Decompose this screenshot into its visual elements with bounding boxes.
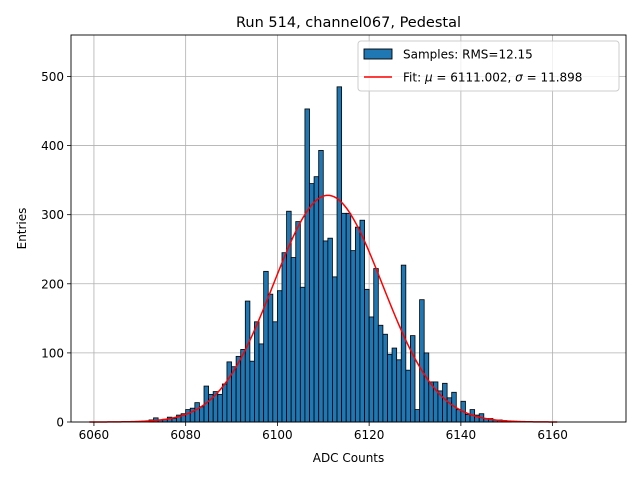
histogram-bar [414, 409, 420, 423]
histogram-bar [354, 226, 361, 423]
x-tick-label: 6060 [79, 428, 110, 442]
histogram-bar [290, 257, 297, 423]
histogram-bar [455, 409, 462, 423]
histogram-bar [442, 382, 448, 423]
y-tick-label: 400 [41, 139, 64, 153]
x-tick-label: 6160 [537, 428, 568, 442]
y-tick-label: 100 [41, 346, 64, 360]
histogram-bar [336, 86, 343, 423]
legend-sigma-value: = 11.898 [523, 71, 583, 85]
x-tick-label: 6140 [446, 428, 477, 442]
histogram-bar [263, 270, 269, 423]
plot-frame [70, 34, 627, 423]
histogram-bar [410, 335, 416, 423]
legend-samples-label: Samples: RMS=12.15 [403, 48, 533, 62]
histogram-bar [272, 321, 278, 423]
x-axis-label: ADC Counts [313, 451, 385, 465]
histogram-bar [322, 240, 329, 423]
histogram-bar [249, 360, 255, 423]
legend-samples-swatch [363, 48, 393, 60]
histogram-bar [377, 324, 384, 423]
legend-mu-value: = 6111.002, [433, 71, 516, 85]
legend-fit-prefix: Fit: [403, 71, 425, 85]
histogram-bar [240, 349, 246, 423]
legend: Samples: RMS=12.15 Fit: μ = 6111.002, σ … [357, 40, 620, 92]
y-tick-label: 500 [41, 70, 64, 84]
histogram-bar [309, 183, 315, 423]
y-axis-label: Entries [15, 208, 29, 250]
histogram-bar [313, 176, 320, 423]
histogram-bar [345, 212, 352, 423]
y-axis-ticks: 0 100 200 300 400 500 [41, 70, 71, 430]
y-tick-label: 200 [41, 277, 64, 291]
histogram-bar [304, 108, 310, 423]
y-tick-label: 0 [56, 416, 64, 430]
histogram-bar [368, 316, 375, 423]
legend-mu-symbol: μ [424, 71, 433, 85]
histogram-bar [423, 352, 430, 423]
histogram-bar [391, 347, 398, 423]
histogram-bar [185, 409, 191, 423]
histogram-bar [419, 299, 425, 423]
y-tick-label: 300 [41, 208, 64, 222]
histogram-bar [277, 290, 283, 423]
histogram-bar [267, 293, 274, 423]
legend-sigma-symbol: σ [515, 71, 523, 85]
histogram-bar [400, 264, 407, 423]
histogram-bar [465, 413, 471, 423]
histogram-bar [295, 221, 301, 423]
histogram-bar [258, 343, 265, 423]
histogram-bar [221, 383, 228, 423]
histogram-bar [359, 219, 365, 423]
histogram-bar [244, 300, 251, 423]
histogram-bar [364, 288, 370, 423]
histogram-bar [373, 268, 379, 423]
histogram-bar [332, 276, 338, 423]
histogram-bar [226, 361, 232, 423]
chart-title: Run 514, channel067, Pedestal [236, 15, 461, 31]
x-tick-label: 6080 [170, 428, 201, 442]
histogram-bar [428, 381, 434, 423]
histogram-bar [231, 366, 237, 423]
x-tick-label: 6100 [262, 428, 293, 442]
histogram-bar [387, 353, 393, 423]
fit-curve [89, 194, 558, 423]
x-tick-label: 6120 [354, 428, 385, 442]
histogram-bar [194, 402, 200, 423]
histogram-bar [341, 212, 347, 423]
histogram-bar [405, 369, 411, 423]
x-axis-ticks: 6060 6080 6100 6120 6140 6160 [79, 422, 568, 442]
histogram-bar [217, 393, 223, 423]
histogram-bar [327, 237, 333, 423]
histogram-bar [281, 252, 287, 423]
histogram-bar [382, 333, 388, 423]
legend-box [357, 40, 620, 92]
histogram-bar [199, 406, 205, 423]
histogram-bar [254, 321, 260, 423]
histogram-bar [350, 250, 356, 423]
histogram-bar [171, 418, 177, 423]
histogram-bar [299, 286, 306, 423]
histogram-bar [318, 150, 324, 423]
legend-fit-label: Fit: μ = 6111.002, σ = 11.898 [403, 71, 582, 85]
histogram-bar [396, 359, 402, 423]
